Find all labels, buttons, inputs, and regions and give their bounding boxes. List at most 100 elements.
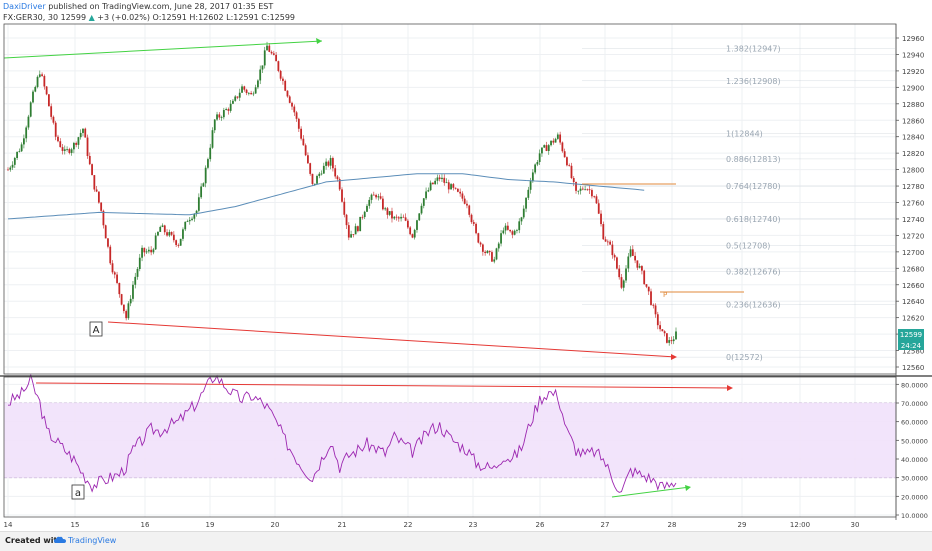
- candle-body: [634, 255, 637, 261]
- candle-body: [422, 198, 425, 206]
- candle-body: [213, 119, 216, 131]
- candle-body: [627, 256, 630, 269]
- candle-body: [556, 134, 559, 139]
- candle-body: [297, 118, 300, 129]
- candle-body: [250, 92, 253, 95]
- candle-body: [159, 226, 162, 232]
- candle-body: [45, 86, 48, 95]
- price-tick-label: 12560: [902, 364, 924, 372]
- candle-body: [52, 116, 55, 123]
- candle-body: [618, 268, 621, 278]
- candle-body: [497, 243, 500, 249]
- candle-body: [13, 157, 16, 165]
- candle-body: [75, 142, 78, 145]
- candle-body: [243, 86, 246, 90]
- bar-timer-value: 24:24: [901, 342, 922, 350]
- candle-body: [79, 132, 82, 138]
- candle-body: [177, 244, 180, 246]
- candle-body: [172, 234, 175, 241]
- candle-body: [54, 122, 57, 137]
- candle-body: [136, 268, 139, 277]
- candle-body: [575, 182, 577, 191]
- candle-body: [43, 75, 46, 87]
- candle-body: [352, 234, 355, 235]
- candle-body: [509, 229, 512, 232]
- candle-body: [495, 248, 498, 260]
- candle-body: [95, 189, 98, 192]
- candle-body: [343, 201, 346, 215]
- candle-body: [566, 157, 568, 166]
- chart-canvas[interactable]: 1.382(12947) 1.236(12908) 1(12844) 0.886(12…: [0, 0, 932, 531]
- candle-body: [100, 202, 103, 211]
- candle-body: [609, 241, 612, 245]
- candle-body: [361, 216, 364, 218]
- candle-body: [522, 208, 525, 218]
- symbol-name[interactable]: FX:GER30, 30: [3, 13, 59, 22]
- candle-body: [302, 138, 305, 146]
- candle-body: [272, 53, 275, 55]
- fib-label: 1.382(12947): [726, 45, 781, 54]
- candle-body: [29, 102, 32, 117]
- time-axis[interactable]: 14 15 16 19 20 21 22 23 26 27 28 29 12:00 30: [4, 521, 860, 529]
- candle-body: [107, 238, 109, 247]
- ohlc-open: O:12591: [152, 13, 187, 22]
- candle-body: [454, 187, 457, 189]
- trendline-upper-green[interactable]: [3, 40, 323, 59]
- candle-body: [166, 232, 168, 236]
- candle-body: [197, 197, 200, 211]
- candle-body: [581, 188, 584, 190]
- candle-body: [129, 298, 132, 304]
- candle-body: [425, 191, 427, 199]
- rsi-axis[interactable]: 10.0000 20.0000 30.0000 40.0000 50.0000 60.00…: [896, 381, 928, 520]
- candle-body: [36, 76, 39, 87]
- candle-body: [261, 65, 264, 70]
- tradingview-brand[interactable]: TradingView: [68, 536, 117, 545]
- fibonacci-levels: 1.382(12947) 1.236(12908) 1(12844) 0.886(12…: [582, 45, 895, 362]
- candle-body: [186, 221, 189, 223]
- candle-body: [68, 149, 71, 153]
- fib-label: 1(12844): [726, 129, 763, 138]
- candle-body: [313, 183, 316, 185]
- ohlc-close: C:12599: [261, 13, 296, 22]
- candle-body: [157, 231, 159, 236]
- candle-body: [631, 249, 634, 256]
- candle-body: [25, 127, 28, 139]
- candle-body: [563, 151, 566, 158]
- candle-body: [50, 106, 53, 117]
- price-tick-label: 12720: [902, 232, 924, 240]
- fib-label: 0.382(12676): [726, 268, 781, 277]
- time-tick-label: 26: [536, 521, 545, 529]
- current-price-tag: [898, 329, 924, 340]
- tradingview-cloud-icon: [54, 536, 66, 543]
- trendline-lower-red[interactable]: [107, 321, 677, 358]
- last-price: 12599: [60, 13, 87, 22]
- price-tick-label: 12660: [902, 282, 924, 290]
- time-tick-label: 27: [601, 521, 610, 529]
- candle-body: [191, 218, 193, 220]
- rsi-trendline-green[interactable]: [611, 486, 691, 498]
- candle-body: [413, 229, 416, 238]
- candle-body: [66, 149, 68, 150]
- rsi-tick-label: 10.0000: [901, 512, 928, 520]
- price-tick-label: 12900: [902, 84, 924, 92]
- candle-body: [545, 145, 548, 151]
- price-tick-label: 12580: [902, 348, 924, 356]
- candle-body: [379, 196, 382, 199]
- candle-body: [493, 259, 496, 262]
- publish-info: published on TradingView.com, June 28, 2…: [48, 2, 274, 11]
- candle-body: [232, 100, 234, 104]
- candle-body: [132, 284, 134, 299]
- candle-body: [431, 182, 434, 185]
- rsi-trendline-red[interactable]: [35, 382, 733, 389]
- candle-body: [504, 225, 507, 231]
- candle-body: [481, 244, 484, 252]
- candle-body: [325, 161, 327, 166]
- candle-body: [531, 172, 534, 182]
- rsi-band: [4, 403, 896, 478]
- candle-body: [193, 214, 196, 219]
- candle-body: [638, 266, 641, 268]
- candle-body: [406, 220, 409, 228]
- candle-body: [477, 233, 480, 243]
- author-name[interactable]: DaxiDriver: [3, 2, 46, 11]
- price-axis[interactable]: 1256012580126001262012640126601268012700…: [896, 35, 924, 372]
